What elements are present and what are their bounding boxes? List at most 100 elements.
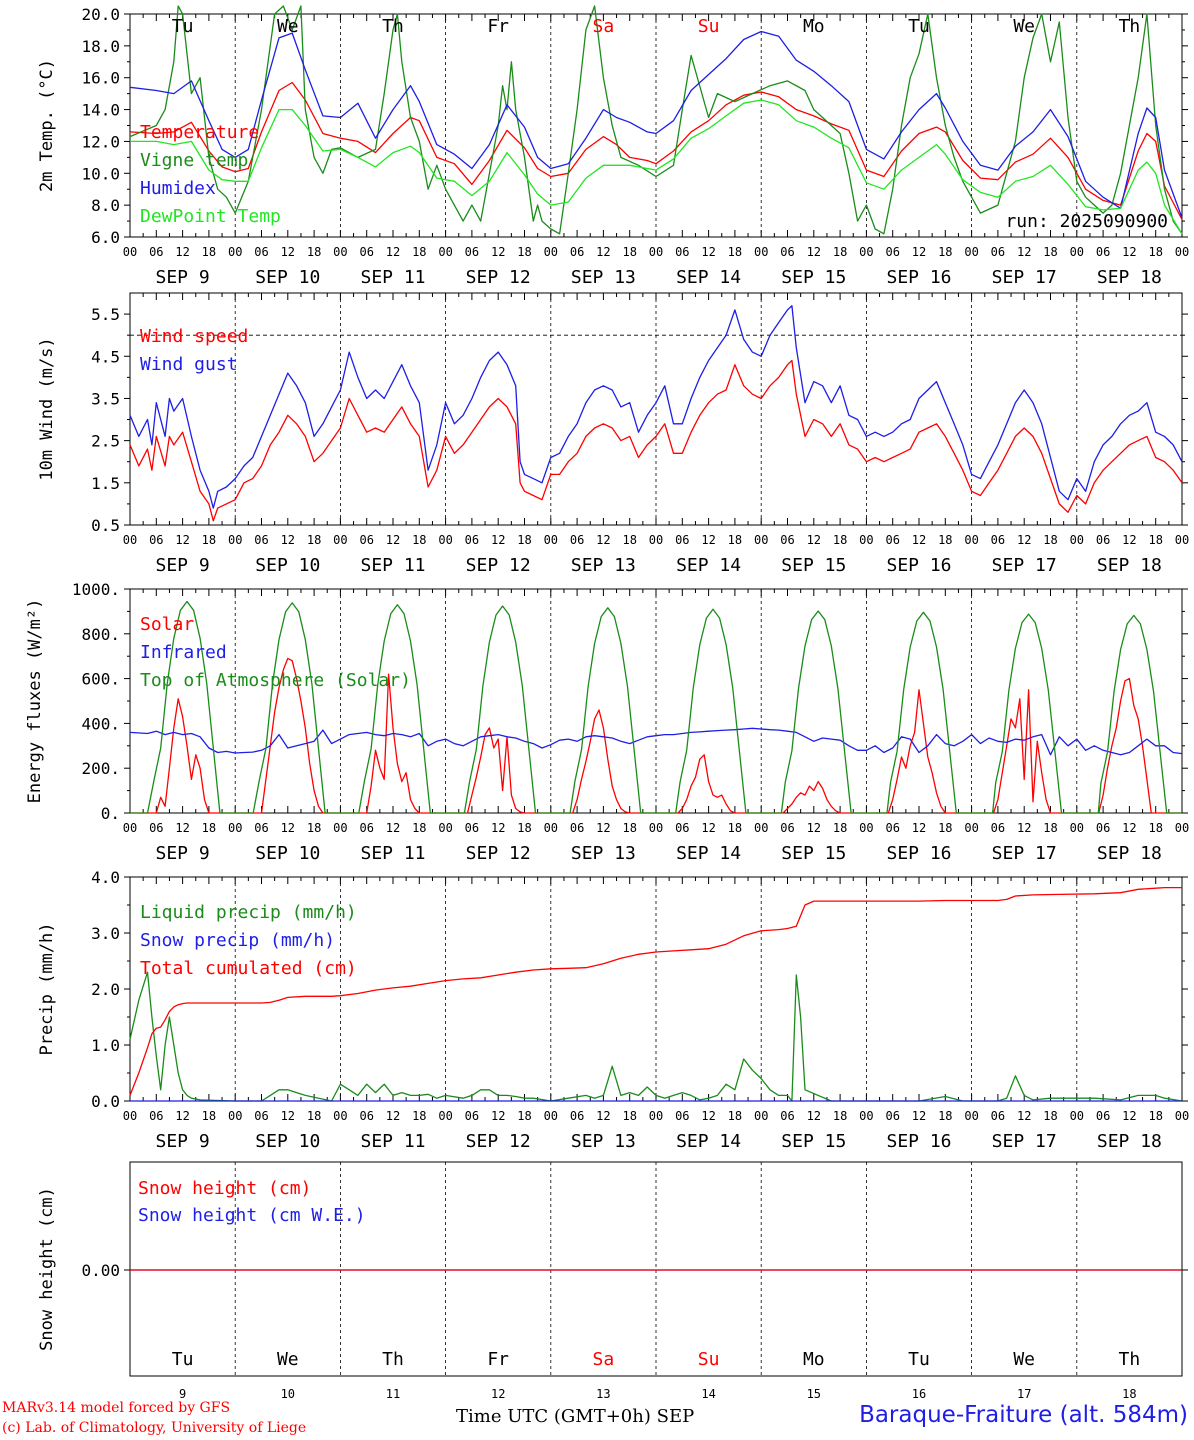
y-axis-label: Energy fluxes (W/m²) bbox=[25, 599, 45, 804]
legend-snow-precip-mm-h-: Snow precip (mm/h) bbox=[140, 930, 335, 951]
hour-tick-label: 06 bbox=[885, 1109, 899, 1123]
hour-tick-label: 18 bbox=[622, 533, 636, 547]
day-number-label: 12 bbox=[491, 1387, 505, 1401]
hour-tick-label: 18 bbox=[202, 245, 216, 259]
day-abbr-label: Sa bbox=[593, 1349, 615, 1370]
model-credit: MARv3.14 model forced by GFS bbox=[2, 1400, 231, 1416]
y-axis-label: Snow height (cm) bbox=[37, 1187, 57, 1351]
hour-tick-label: 18 bbox=[412, 533, 426, 547]
hour-tick-label: 06 bbox=[1096, 533, 1110, 547]
hour-tick-label: 12 bbox=[281, 1109, 295, 1123]
hour-tick-label: 12 bbox=[281, 821, 295, 835]
hour-tick-label: 00 bbox=[649, 1109, 663, 1123]
day-abbr-label: Fr bbox=[487, 16, 509, 37]
hour-tick-label: 12 bbox=[491, 1109, 505, 1123]
hour-tick-label: 00 bbox=[544, 1109, 558, 1123]
hour-tick-label: 06 bbox=[465, 1109, 479, 1123]
hour-tick-label: 00 bbox=[964, 245, 978, 259]
day-abbr-label: Tu bbox=[908, 1349, 930, 1370]
series-line-wind-gust bbox=[129, 305, 1183, 509]
day-number-label: 13 bbox=[596, 1387, 610, 1401]
date-label: SEP 16 bbox=[886, 555, 951, 576]
y-tick-label: 8.0 bbox=[91, 196, 120, 215]
day-abbr-label: We bbox=[277, 16, 299, 37]
run-label: run: 2025090900 bbox=[1005, 211, 1168, 232]
hour-tick-label: 06 bbox=[254, 821, 268, 835]
hour-tick-label: 18 bbox=[307, 245, 321, 259]
hour-tick-label: 06 bbox=[675, 1109, 689, 1123]
legend-total-cumulated-cm-: Total cumulated (cm) bbox=[140, 958, 357, 979]
y-axis-label: 2m Temp. (°C) bbox=[37, 59, 57, 192]
hour-tick-label: 00 bbox=[123, 245, 137, 259]
date-label: SEP 18 bbox=[1097, 267, 1162, 288]
y-tick-label: 800. bbox=[81, 625, 120, 644]
date-label: SEP 16 bbox=[886, 267, 951, 288]
hour-tick-label: 00 bbox=[1070, 821, 1084, 835]
hour-tick-label: 12 bbox=[1122, 533, 1136, 547]
hour-tick-label: 18 bbox=[412, 1109, 426, 1123]
y-tick-label: 10.0 bbox=[81, 164, 120, 183]
hour-tick-label: 18 bbox=[517, 245, 531, 259]
hour-tick-label: 06 bbox=[570, 245, 584, 259]
date-label: SEP 15 bbox=[781, 555, 846, 576]
hour-tick-label: 06 bbox=[465, 821, 479, 835]
hour-tick-label: 18 bbox=[728, 1109, 742, 1123]
series-line-wind-speed bbox=[129, 359, 1183, 522]
y-tick-label: 4.5 bbox=[91, 347, 120, 366]
hour-tick-label: 06 bbox=[149, 245, 163, 259]
hour-tick-label: 18 bbox=[833, 245, 847, 259]
hour-tick-label: 12 bbox=[1122, 821, 1136, 835]
legend-snow-height-cm-w-e-: Snow height (cm W.E.) bbox=[138, 1205, 366, 1226]
y-tick-label: 0.5 bbox=[91, 516, 120, 535]
legend-solar: Solar bbox=[140, 614, 194, 635]
hour-tick-label: 18 bbox=[728, 245, 742, 259]
hour-tick-label: 18 bbox=[622, 1109, 636, 1123]
date-label: SEP 18 bbox=[1097, 555, 1162, 576]
panel-frame bbox=[129, 13, 1183, 238]
hour-tick-label: 18 bbox=[1148, 245, 1162, 259]
day-abbr-label: Tu bbox=[172, 1349, 194, 1370]
y-tick-label: 20.0 bbox=[81, 5, 120, 24]
day-number-label: 15 bbox=[807, 1387, 821, 1401]
hour-tick-label: 06 bbox=[254, 245, 268, 259]
time-axis-label: Time UTC (GMT+0h) SEP bbox=[456, 1406, 695, 1427]
hour-tick-label: 00 bbox=[649, 245, 663, 259]
hour-tick-label: 00 bbox=[333, 533, 347, 547]
date-label: SEP 9 bbox=[156, 1131, 210, 1152]
day-number-label: 18 bbox=[1122, 1387, 1136, 1401]
lab-credit: (c) Lab. of Climatology, University of L… bbox=[2, 1420, 307, 1436]
day-abbr-label: We bbox=[1013, 1349, 1035, 1370]
hour-tick-label: 18 bbox=[1148, 821, 1162, 835]
hour-tick-label: 12 bbox=[596, 245, 610, 259]
hour-tick-label: 12 bbox=[912, 1109, 926, 1123]
day-abbr-label: Sa bbox=[593, 16, 615, 37]
hour-tick-label: 00 bbox=[438, 245, 452, 259]
date-label: SEP 12 bbox=[466, 843, 531, 864]
date-label: SEP 10 bbox=[255, 267, 320, 288]
y-axis-label: Precip (mm/h) bbox=[37, 922, 57, 1055]
series-line-top-of-atmosphere-solar- bbox=[130, 600, 1182, 814]
hour-tick-label: 00 bbox=[859, 245, 873, 259]
legend-infrared: Infrared bbox=[140, 642, 227, 663]
day-abbr-label: We bbox=[1013, 16, 1035, 37]
date-label: SEP 11 bbox=[360, 1131, 425, 1152]
hour-tick-label: 00 bbox=[754, 245, 768, 259]
hour-tick-label: 06 bbox=[885, 245, 899, 259]
hour-tick-label: 18 bbox=[938, 1109, 952, 1123]
hour-tick-label: 18 bbox=[307, 533, 321, 547]
date-label: SEP 13 bbox=[571, 555, 636, 576]
hour-tick-label: 18 bbox=[412, 245, 426, 259]
hour-tick-label: 18 bbox=[833, 1109, 847, 1123]
hour-tick-label: 12 bbox=[386, 1109, 400, 1123]
hour-tick-label: 06 bbox=[991, 533, 1005, 547]
date-label: SEP 12 bbox=[466, 267, 531, 288]
date-label: SEP 9 bbox=[156, 267, 210, 288]
date-label: SEP 18 bbox=[1097, 843, 1162, 864]
hour-tick-label: 06 bbox=[675, 245, 689, 259]
y-tick-label: 16.0 bbox=[81, 69, 120, 88]
hour-tick-label: 12 bbox=[807, 1109, 821, 1123]
hour-tick-label: 00 bbox=[123, 1109, 137, 1123]
y-tick-label: 0. bbox=[101, 804, 120, 823]
hour-tick-label: 18 bbox=[202, 1109, 216, 1123]
date-label: SEP 15 bbox=[781, 1131, 846, 1152]
